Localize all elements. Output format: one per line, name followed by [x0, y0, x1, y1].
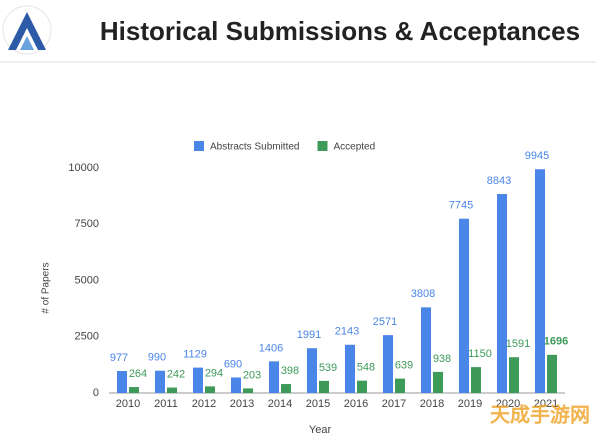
bar — [383, 335, 393, 393]
bar — [167, 387, 177, 393]
value-label: 1991 — [297, 329, 321, 341]
x-tick-label: 2017 — [382, 398, 406, 410]
x-tick-label: 2021 — [534, 398, 558, 410]
value-label: 990 — [148, 352, 166, 364]
legend-label: Abstracts Submitted — [210, 142, 299, 153]
bar — [395, 378, 405, 393]
value-label: 9945 — [525, 150, 549, 162]
x-tick-label: 2014 — [268, 398, 292, 410]
value-label: 1150 — [468, 348, 492, 360]
bar — [193, 367, 203, 393]
y-tick-label: 5000 — [75, 274, 99, 286]
x-axis-label: Year — [309, 424, 332, 436]
x-tick-label: 2013 — [230, 398, 254, 410]
bar — [155, 370, 165, 393]
value-label: 8843 — [487, 175, 511, 187]
slide-title: Historical Submissions & Acceptances — [100, 16, 580, 46]
bar — [319, 380, 329, 393]
x-tick-label: 2019 — [458, 398, 482, 410]
x-tick-label: 2011 — [154, 398, 178, 410]
y-tick-label: 2500 — [75, 331, 99, 343]
bar — [307, 348, 317, 393]
value-label: 1696 — [544, 336, 568, 348]
bar — [243, 388, 253, 393]
bar — [497, 194, 507, 393]
x-tick-label: 2020 — [496, 398, 520, 410]
x-tick-label: 2012 — [192, 398, 216, 410]
bar — [433, 371, 443, 393]
x-tick-label: 2015 — [306, 398, 330, 410]
bar — [231, 377, 241, 393]
bar — [459, 218, 469, 393]
value-label: 203 — [243, 369, 261, 381]
x-tick-label: 2018 — [420, 398, 444, 410]
bar — [269, 361, 279, 393]
value-label: 690 — [224, 358, 242, 370]
watermark: 天成手游网 — [490, 402, 590, 426]
y-tick-label: 10000 — [68, 162, 99, 174]
x-tick-label: 2016 — [344, 398, 368, 410]
bar — [357, 380, 367, 393]
y-tick-label: 7500 — [75, 218, 99, 230]
value-label: 294 — [205, 367, 223, 379]
value-label: 7745 — [449, 200, 473, 212]
value-label: 1406 — [259, 342, 283, 354]
y-axis-label: # of Papers — [41, 262, 52, 313]
legend-swatch — [317, 141, 328, 151]
value-label: 398 — [281, 365, 299, 377]
bar — [345, 344, 355, 393]
value-label: 977 — [110, 352, 128, 364]
bar — [205, 386, 215, 393]
bar — [535, 169, 545, 393]
bar — [421, 307, 431, 393]
legend-label: Accepted — [333, 142, 375, 153]
value-label: 639 — [395, 360, 413, 372]
value-label: 2571 — [373, 316, 397, 328]
value-label: 242 — [167, 368, 185, 380]
bar — [117, 371, 127, 393]
y-tick-label: 0 — [93, 387, 99, 399]
value-label: 1591 — [506, 338, 530, 350]
bar — [281, 384, 291, 393]
value-label: 1129 — [183, 349, 207, 361]
bar — [471, 367, 481, 393]
value-label: 938 — [433, 353, 451, 365]
x-tick-label: 2010 — [116, 398, 140, 410]
value-label: 539 — [319, 362, 337, 374]
logo — [2, 5, 52, 55]
legend-swatch — [194, 141, 204, 151]
bar — [509, 357, 519, 393]
bar — [129, 387, 139, 393]
value-label: 264 — [129, 368, 147, 380]
value-label: 2143 — [335, 326, 359, 338]
value-label: 548 — [357, 362, 375, 374]
bar — [547, 354, 557, 393]
value-label: 3808 — [411, 288, 435, 300]
